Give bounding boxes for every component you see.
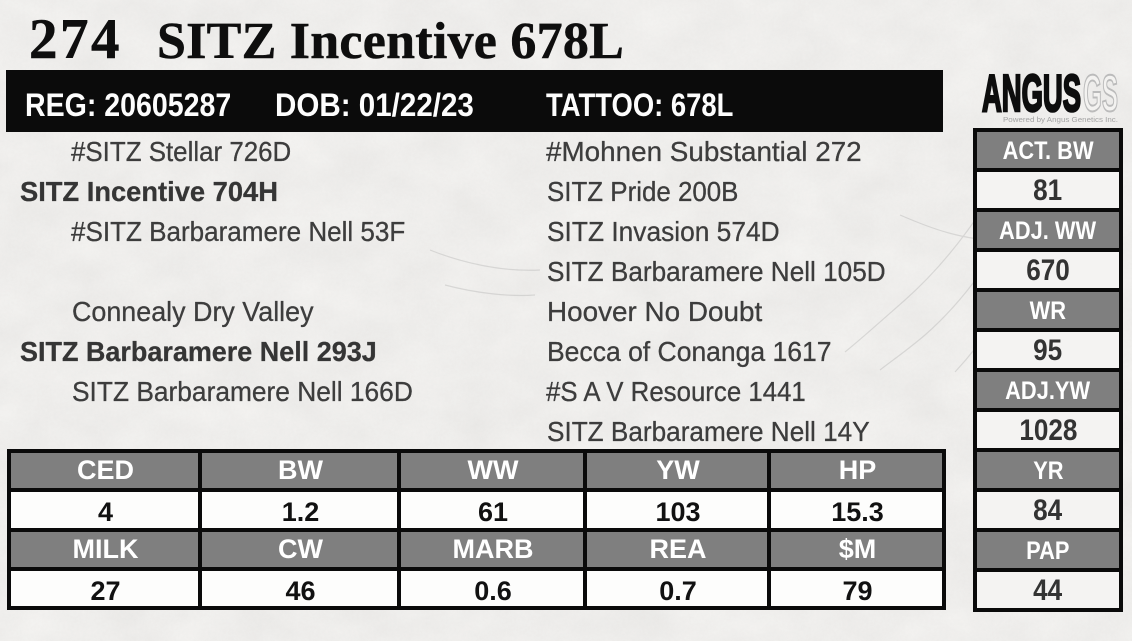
svg-text:Powered by Angus Genetics Inc.: Powered by Angus Genetics Inc.	[1003, 117, 1118, 124]
svg-text:ANGUS: ANGUS	[982, 66, 1081, 123]
svg-text:GS: GS	[1083, 66, 1118, 123]
